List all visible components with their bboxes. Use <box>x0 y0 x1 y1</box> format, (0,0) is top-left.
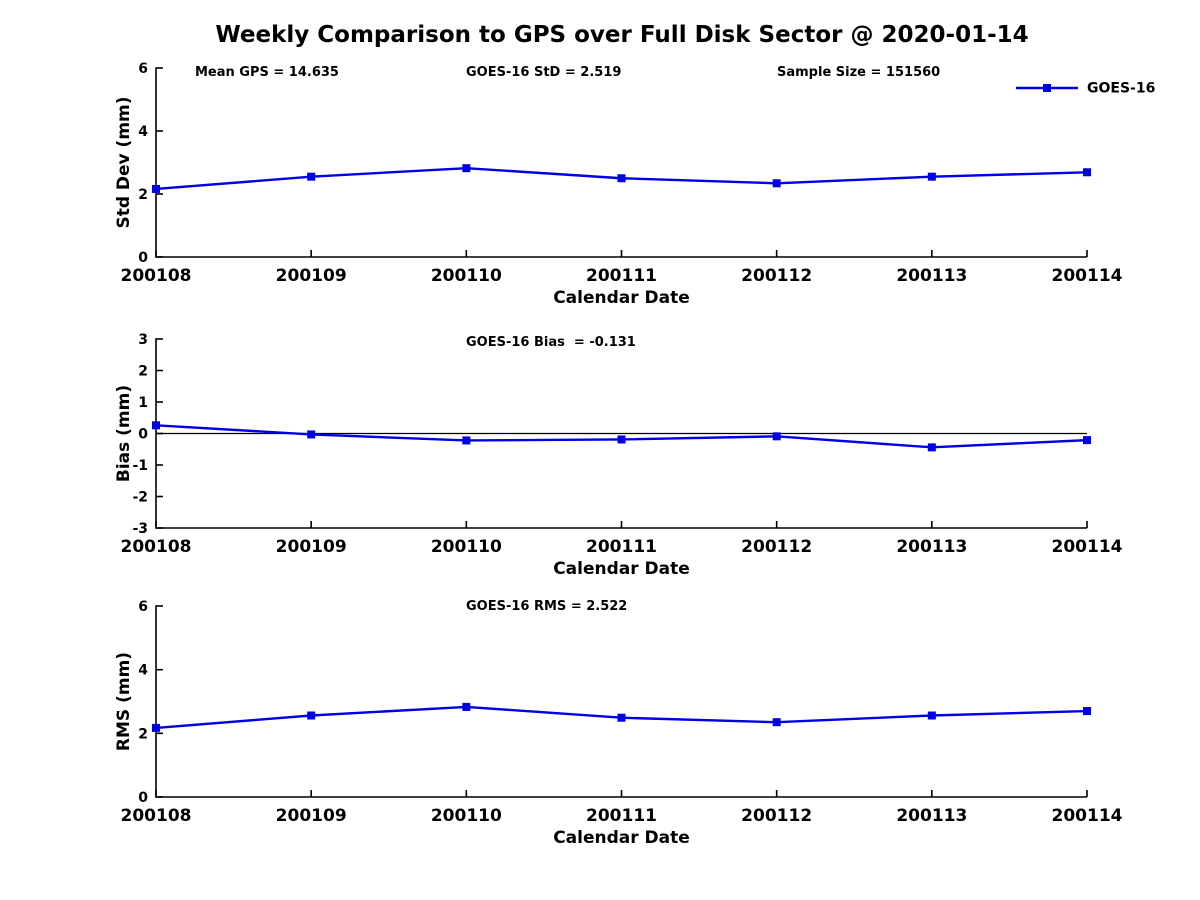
x-tick-label: 200110 <box>431 806 502 826</box>
x-tick-label: 200109 <box>276 806 347 826</box>
x-tick-label: 200113 <box>896 266 967 286</box>
x-tick-label: 200112 <box>741 806 812 826</box>
x-tick-label: 200108 <box>121 266 192 286</box>
x-axis-label-bias: Calendar Date <box>553 559 690 579</box>
data-point-marker <box>617 435 626 444</box>
x-tick-label: 200110 <box>431 266 502 286</box>
x-tick-label: 200114 <box>1052 537 1123 557</box>
x-axis-label-stddev: Calendar Date <box>553 288 690 308</box>
data-point-marker <box>307 430 316 439</box>
data-point-marker <box>772 179 781 188</box>
x-tick-label: 200109 <box>276 266 347 286</box>
data-point-marker <box>462 436 471 445</box>
data-point-marker <box>927 172 936 181</box>
y-tick-label: 2 <box>138 364 148 380</box>
legend-label: GOES-16 <box>1087 81 1155 97</box>
x-tick-label: 200108 <box>121 537 192 557</box>
chart-annotation: GOES-16 StD = 2.519 <box>466 65 621 80</box>
y-tick-label: 0 <box>138 427 148 443</box>
data-point-marker <box>307 172 316 181</box>
data-point-marker <box>772 432 781 441</box>
data-point-marker <box>152 421 160 430</box>
y-tick-label: -3 <box>132 521 148 537</box>
data-point-marker <box>617 174 626 183</box>
y-axis-label-stddev: Std Dev (mm) <box>114 96 134 228</box>
data-point-marker <box>927 443 936 452</box>
y-tick-label: -2 <box>132 490 148 506</box>
y-axis-label-rms: RMS (mm) <box>114 652 134 751</box>
x-tick-label: 200109 <box>276 537 347 557</box>
y-tick-label: 2 <box>138 726 148 742</box>
y-tick-label: 2 <box>138 187 148 203</box>
x-tick-label: 200110 <box>431 537 502 557</box>
x-axis-label-rms: Calendar Date <box>553 828 690 848</box>
x-tick-label: 200111 <box>586 537 657 557</box>
data-point-marker <box>152 723 160 732</box>
x-tick-label: 200111 <box>586 266 657 286</box>
y-tick-label: 0 <box>138 790 148 806</box>
y-tick-label: 1 <box>138 395 148 411</box>
data-point-marker <box>462 702 471 711</box>
y-tick-label: 4 <box>138 124 148 140</box>
y-tick-label: 6 <box>138 599 148 615</box>
x-tick-label: 200113 <box>896 806 967 826</box>
data-point-marker <box>927 711 936 720</box>
x-tick-label: 200114 <box>1052 806 1123 826</box>
x-tick-label: 200113 <box>896 537 967 557</box>
chart-annotation: Mean GPS = 14.635 <box>195 65 339 80</box>
legend-marker <box>1043 84 1051 92</box>
chart-annotation: GOES-16 Bias = -0.131 <box>466 335 636 350</box>
x-tick-label: 200112 <box>741 537 812 557</box>
figure-title: Weekly Comparison to GPS over Full Disk … <box>215 22 1029 48</box>
y-tick-label: 3 <box>138 332 148 348</box>
data-point-marker <box>307 711 316 720</box>
data-point-marker <box>1083 436 1091 445</box>
x-tick-label: 200114 <box>1052 266 1123 286</box>
x-tick-label: 200112 <box>741 266 812 286</box>
data-point-marker <box>617 713 626 722</box>
y-tick-label: 4 <box>138 663 148 679</box>
chart-annotation: GOES-16 RMS = 2.522 <box>466 599 627 614</box>
data-point-marker <box>462 164 471 173</box>
data-point-marker <box>1083 707 1091 716</box>
data-point-marker <box>152 184 160 193</box>
y-tick-label: 6 <box>138 61 148 77</box>
y-tick-label: 0 <box>138 250 148 266</box>
data-point-marker <box>772 718 781 727</box>
data-point-marker <box>1083 168 1091 177</box>
y-tick-label: -1 <box>132 458 148 474</box>
x-tick-label: 200111 <box>586 806 657 826</box>
x-tick-label: 200108 <box>121 806 192 826</box>
y-axis-label-bias: Bias (mm) <box>114 385 134 482</box>
chart-annotation: Sample Size = 151560 <box>777 65 940 80</box>
